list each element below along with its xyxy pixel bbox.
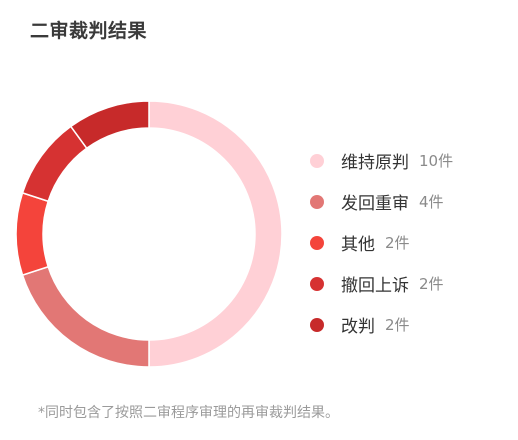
legend-dot: [310, 276, 324, 291]
footnote: *同时包含了按照二审程序审理的再审裁判结果。: [38, 405, 339, 421]
legend-label: 其他: [341, 235, 375, 255]
legend-item-其他[interactable]: 其他 2件: [310, 222, 453, 263]
legend-count: 4件: [419, 193, 444, 211]
donut-slice-其他[interactable]: [15, 191, 50, 277]
donut-slice-改判[interactable]: [69, 100, 150, 150]
legend-count: 2件: [419, 275, 444, 293]
card-title: 二审裁判结果: [30, 20, 148, 42]
legend-item-维持原判[interactable]: 维持原判 10件: [310, 140, 453, 181]
legend-label: 发回重审: [341, 194, 409, 214]
legend-label: 维持原判: [341, 153, 409, 173]
legend-dot: [310, 317, 324, 332]
legend-item-改判[interactable]: 改判 2件: [310, 304, 453, 345]
donut-slice-撤回上诉[interactable]: [21, 125, 88, 203]
legend-count: 2件: [385, 234, 410, 252]
legend-label: 改判: [341, 317, 375, 337]
donut-slice-发回重审[interactable]: [21, 265, 150, 368]
legend-dot: [310, 153, 324, 168]
legend-dot: [310, 235, 324, 250]
legend-dot: [310, 194, 324, 209]
legend-label: 撤回上诉: [341, 276, 409, 296]
legend-item-发回重审[interactable]: 发回重审 4件: [310, 181, 453, 222]
legend-item-撤回上诉[interactable]: 撤回上诉 2件: [310, 263, 453, 304]
chart-legend: 维持原判 10件 发回重审 4件 其他 2件 撤回上诉 2件 改判 2件: [310, 140, 453, 345]
donut-slice-维持原判[interactable]: [148, 100, 283, 368]
legend-count: 2件: [385, 316, 410, 334]
legend-count: 10件: [419, 152, 454, 170]
